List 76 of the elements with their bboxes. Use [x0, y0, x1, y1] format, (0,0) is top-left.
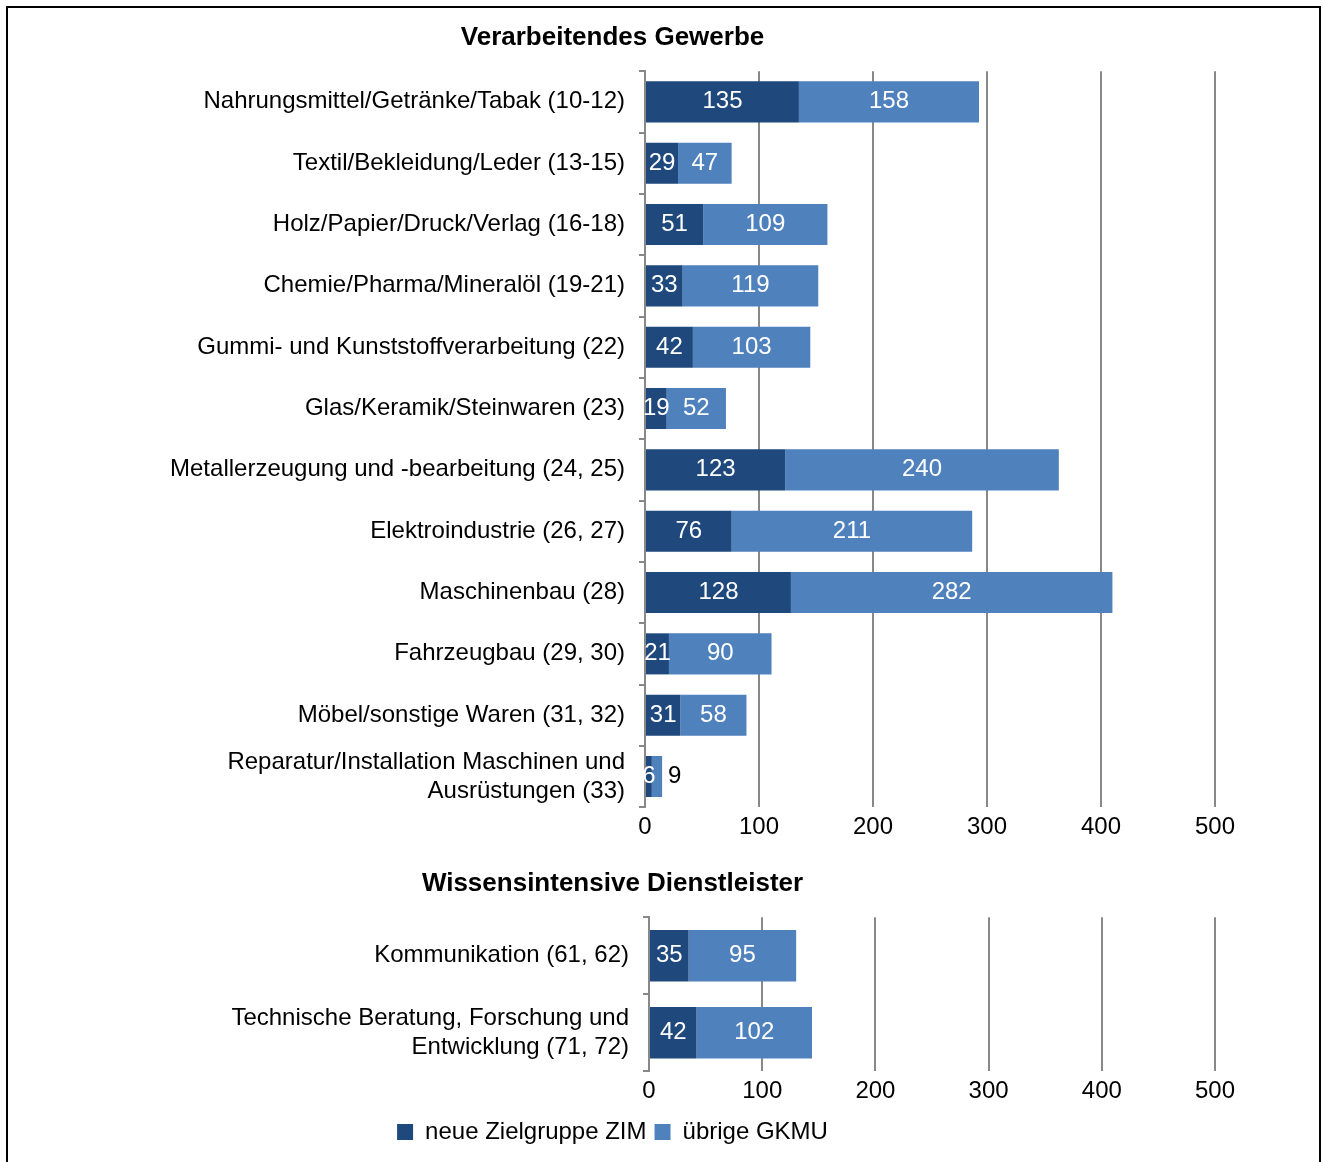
- data-label: 109: [745, 209, 786, 237]
- data-label: 95: [729, 940, 756, 968]
- chart-title: Wissensintensive Dienstleister: [421, 866, 804, 897]
- bar: [692, 326, 811, 368]
- bar: [678, 142, 732, 184]
- legend-label: übrige GKMU: [682, 1116, 828, 1144]
- data-label: 33: [650, 270, 678, 298]
- data-label: 47: [691, 147, 719, 175]
- data-label: 135: [702, 86, 743, 114]
- x-tick-label: 200: [852, 812, 894, 840]
- bar: [790, 571, 1113, 614]
- data-label: 103: [731, 331, 772, 359]
- data-label: 21: [644, 638, 671, 666]
- bar: [646, 449, 786, 491]
- x-tick-label: 0: [642, 1076, 656, 1104]
- x-tick-label: 0: [638, 812, 652, 840]
- data-label: 51: [661, 209, 688, 237]
- x-tick-label: 100: [738, 812, 780, 840]
- data-label: 282: [931, 577, 972, 605]
- bar: [703, 203, 828, 246]
- data-label: 19: [642, 393, 670, 421]
- bar: [646, 81, 799, 123]
- data-label: 31: [649, 699, 677, 727]
- y-tick-label: Chemie/Pharma/Mineralöl (19-21): [263, 270, 625, 298]
- data-label: 211: [832, 515, 872, 543]
- bar: [646, 510, 732, 552]
- x-tick-label: 500: [1194, 1076, 1236, 1104]
- data-label: 9: [668, 761, 682, 789]
- y-tick-label: Technische Beratung, Forschung und Entwicklung (71, 72): [231, 1002, 629, 1059]
- bar: [688, 929, 797, 982]
- x-tick-label: 300: [966, 812, 1008, 840]
- bar: [646, 571, 791, 614]
- data-label: 58: [700, 699, 727, 727]
- data-label: 90: [706, 638, 734, 666]
- bar: [668, 633, 772, 675]
- data-label: 240: [902, 454, 943, 482]
- chart-title: Verarbeitendes Gewerbe: [460, 20, 765, 51]
- bar: [646, 203, 704, 246]
- y-tick-label: Nahrungsmittel/Getränke/Tabak (10-12): [203, 86, 625, 114]
- y-tick-label: Maschinenbau (28): [419, 577, 625, 605]
- x-tick-label: 400: [1081, 1076, 1122, 1104]
- y-tick-label: Elektroindustrie (26, 27): [370, 515, 625, 543]
- data-label: 52: [682, 393, 710, 421]
- data-label: 42: [656, 331, 683, 359]
- data-label: 158: [868, 86, 909, 114]
- legend-label: neue Zielgruppe ZIM: [425, 1116, 647, 1144]
- data-label: 42: [659, 1017, 687, 1045]
- data-label: 29: [648, 147, 676, 175]
- data-label: 35: [655, 940, 683, 968]
- y-tick-label: Gummi- und Kunststoffverarbeitung (22): [197, 331, 625, 359]
- y-tick-label: Glas/Keramik/Steinwaren (23): [304, 393, 625, 421]
- x-tick-label: 500: [1194, 812, 1236, 840]
- y-tick-label: Holz/Papier/Druck/Verlag (16-18): [272, 209, 625, 237]
- y-tick-label: Möbel/sonstige Waren (31, 32): [297, 699, 625, 727]
- bar: [696, 1006, 813, 1059]
- bar: [785, 449, 1059, 491]
- bar: [798, 81, 980, 123]
- y-tick-label: Textil/Bekleidung/Leder (13-15): [292, 147, 625, 175]
- x-tick-label: 100: [742, 1076, 783, 1104]
- data-label: 123: [695, 454, 736, 482]
- y-tick-label: Kommunikation (61, 62): [374, 940, 629, 968]
- x-tick-label: 200: [855, 1076, 896, 1104]
- data-label: 119: [731, 270, 770, 298]
- x-tick-label: 400: [1080, 812, 1122, 840]
- y-tick-label: Reparatur/Installation Maschinen und Ausrüstungen (33): [227, 746, 625, 803]
- data-label: 6: [642, 761, 656, 789]
- data-label: 102: [734, 1017, 775, 1045]
- data-label: 128: [698, 577, 739, 605]
- bar: [731, 510, 973, 552]
- data-label: 76: [675, 515, 703, 543]
- bar: [682, 265, 819, 307]
- x-tick-label: 300: [968, 1076, 1009, 1104]
- bar: [680, 694, 747, 736]
- y-tick-label: Fahrzeugbau (29, 30): [394, 638, 625, 666]
- y-tick-label: Metallerzeugung und -bearbeitung (24, 25): [170, 454, 625, 482]
- bar: [650, 1006, 697, 1059]
